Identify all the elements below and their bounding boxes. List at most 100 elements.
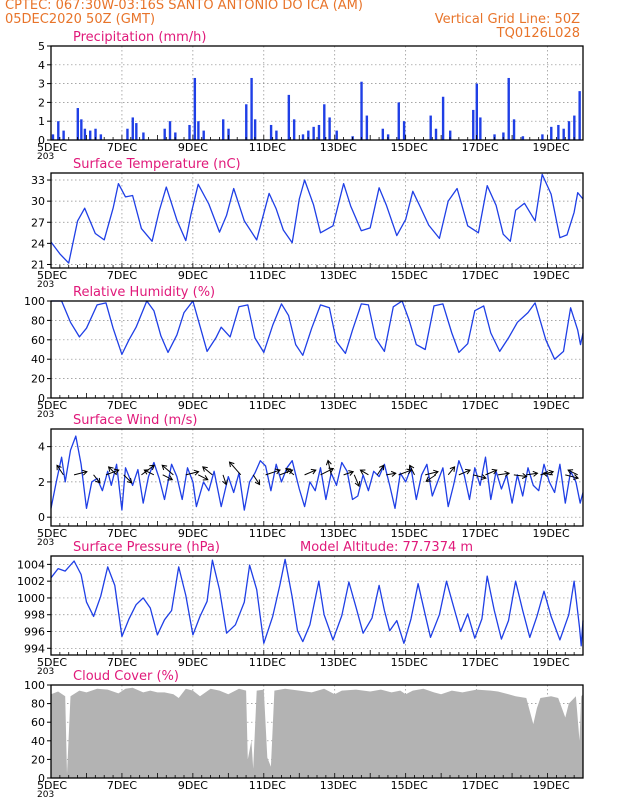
wind-vector-head <box>573 474 580 480</box>
wind-vector-head <box>491 468 498 475</box>
wind-vector-head <box>532 470 539 477</box>
wind-vector-head <box>567 469 574 475</box>
wind-vector <box>105 468 120 476</box>
wind-vector <box>497 470 511 477</box>
wind-vector-head <box>449 466 456 472</box>
wind-vector <box>398 468 413 476</box>
header-location: CPTEC: 067:30W-03:16S SANTO ANTONIO DO I… <box>5 0 363 13</box>
wind-vector-shaft <box>458 469 471 476</box>
wind-vector-head <box>425 476 432 482</box>
x-tick-label: 19DEC <box>533 399 570 412</box>
wind-vector-shaft <box>144 469 155 476</box>
wind-vector <box>376 464 385 476</box>
precip-bar <box>323 104 326 140</box>
precip-bar <box>507 77 510 140</box>
wind-vector-head <box>202 475 209 481</box>
wind-vector-shaft <box>229 461 242 476</box>
panel-title: Surface Wind (m/s) <box>73 413 197 428</box>
y-tick-label: 40 <box>31 735 45 748</box>
wind-vector-head <box>465 468 472 475</box>
y-tick-label: 33 <box>31 174 45 187</box>
precip-bar <box>51 134 55 140</box>
wind-vector-head <box>126 477 133 484</box>
panel-title: Cloud Cover (%) <box>73 669 179 684</box>
wind-vector-head <box>149 464 155 471</box>
wind-vector-shaft <box>540 471 554 476</box>
wind-vector-head <box>480 474 487 480</box>
panel-title: Precipitation (mm/h) <box>73 30 206 45</box>
x-tick-label: 9DEC <box>178 141 208 154</box>
wind-vector-head <box>378 464 385 471</box>
y-tick-label: 4 <box>38 441 45 454</box>
precip-bar <box>335 130 338 140</box>
precip-bar <box>287 94 291 140</box>
wind-vector <box>353 474 361 488</box>
x-tick-label: 5DEC <box>37 269 67 282</box>
wind-vector-shaft <box>105 469 119 476</box>
wind-vector-head <box>81 469 88 476</box>
wind-vector-head <box>406 468 413 475</box>
precip-bar <box>89 130 92 140</box>
wind-vector <box>143 469 155 476</box>
y-tick-label: 1 <box>38 115 45 128</box>
cloud-cover-area <box>51 687 583 778</box>
wind-vector <box>567 469 578 476</box>
wind-vector <box>472 474 487 480</box>
x-tick-label: 13DEC <box>320 656 357 669</box>
wind-vector <box>185 469 200 476</box>
precip-bar <box>135 123 138 140</box>
precip-bar <box>567 121 571 140</box>
precip-bar <box>269 124 273 140</box>
y-tick-label: 1004 <box>17 558 45 571</box>
wind-vector-shaft <box>279 469 293 476</box>
x-tick-label: 11DEC <box>249 269 286 282</box>
precip-bar <box>301 134 305 140</box>
y-tick-label: 27 <box>31 216 45 229</box>
wind-vector-shaft <box>398 469 412 476</box>
precip-bar <box>521 136 525 140</box>
wind-vector <box>162 474 174 481</box>
wind-vector-shaft <box>222 474 227 485</box>
wind-vector-shaft <box>497 472 510 476</box>
wind-vector-head <box>113 468 120 475</box>
wind-vector-head <box>143 469 150 475</box>
precip-bar <box>292 119 296 140</box>
wind-vector-shaft <box>304 469 316 476</box>
wind-vector <box>526 470 539 477</box>
x-tick-label: 13DEC <box>320 141 357 154</box>
precip-bar <box>131 117 134 140</box>
x-tick-label: 13DEC <box>320 779 357 792</box>
precip-bar <box>449 130 452 140</box>
wind-vector <box>228 461 242 476</box>
wind-vector-shaft <box>386 472 396 476</box>
wind-vector <box>386 470 397 477</box>
wind-vector <box>93 474 101 484</box>
wind-vector-shaft <box>409 465 415 476</box>
wind-vector <box>161 464 174 476</box>
panel-annotation: Model Altitude: 77.7374 m <box>300 540 473 555</box>
y-tick-label: 40 <box>31 353 45 366</box>
wind-vector-shaft <box>376 464 385 476</box>
y-tick-label: 1000 <box>17 592 45 605</box>
header-model-id: TQ0126L028 <box>496 26 580 41</box>
wind-vector-shaft <box>185 471 199 476</box>
x-tick-label: 13DEC <box>320 399 357 412</box>
precip-bar <box>360 81 363 140</box>
y-tick-label: 996 <box>24 626 45 639</box>
wind-vector-head <box>202 466 208 472</box>
wind-vector-head <box>167 475 174 481</box>
wind-vector-shaft <box>425 474 437 482</box>
wind-vector-head <box>433 469 439 476</box>
x-year-stub: 203 <box>37 538 54 548</box>
precip-bar <box>472 109 475 140</box>
precip-bar <box>578 91 581 140</box>
wind-vector-shaft <box>162 474 173 481</box>
precip-bar <box>188 124 191 140</box>
wind-vector <box>285 467 295 476</box>
wind-vector-shaft <box>108 466 117 476</box>
precip-bar <box>99 134 103 140</box>
wind-vector <box>359 469 369 476</box>
header-vertical-grid: Vertical Grid Line: 50Z <box>434 12 580 27</box>
wind-vector-head <box>354 481 361 488</box>
